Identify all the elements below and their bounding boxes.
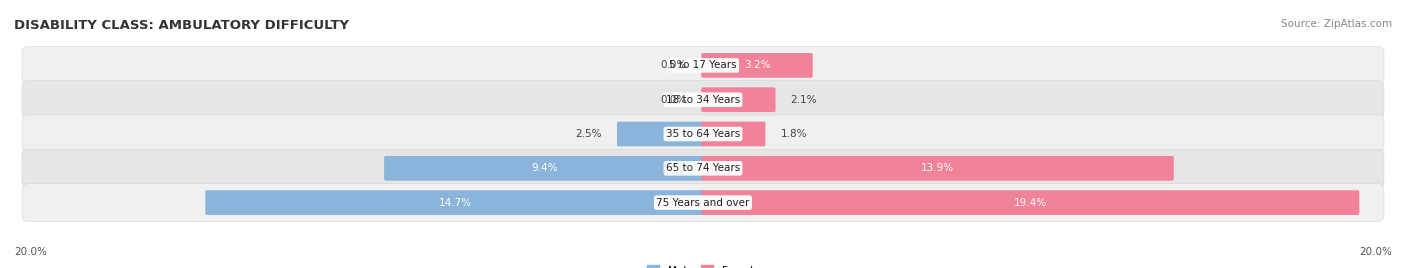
Text: 13.9%: 13.9%	[921, 163, 955, 173]
FancyBboxPatch shape	[617, 122, 704, 146]
FancyBboxPatch shape	[702, 190, 1360, 215]
FancyBboxPatch shape	[702, 122, 765, 146]
FancyBboxPatch shape	[22, 46, 1384, 84]
FancyBboxPatch shape	[702, 87, 776, 112]
Text: 20.0%: 20.0%	[1360, 247, 1392, 257]
Text: 18 to 34 Years: 18 to 34 Years	[666, 95, 740, 105]
Text: Source: ZipAtlas.com: Source: ZipAtlas.com	[1281, 19, 1392, 29]
FancyBboxPatch shape	[702, 53, 813, 78]
Text: 2.1%: 2.1%	[790, 95, 817, 105]
FancyBboxPatch shape	[384, 156, 704, 181]
Text: 9.4%: 9.4%	[531, 163, 558, 173]
Text: 14.7%: 14.7%	[439, 198, 471, 208]
Legend: Male, Female: Male, Female	[643, 261, 763, 268]
Text: 2.5%: 2.5%	[575, 129, 602, 139]
FancyBboxPatch shape	[22, 81, 1384, 119]
Text: 3.2%: 3.2%	[744, 60, 770, 70]
Text: 20.0%: 20.0%	[14, 247, 46, 257]
Text: 19.4%: 19.4%	[1014, 198, 1047, 208]
Text: 5 to 17 Years: 5 to 17 Years	[669, 60, 737, 70]
Text: 0.0%: 0.0%	[659, 60, 686, 70]
Text: 75 Years and over: 75 Years and over	[657, 198, 749, 208]
FancyBboxPatch shape	[702, 156, 1174, 181]
Text: DISABILITY CLASS: AMBULATORY DIFFICULTY: DISABILITY CLASS: AMBULATORY DIFFICULTY	[14, 19, 349, 32]
Text: 1.8%: 1.8%	[780, 129, 807, 139]
Text: 0.0%: 0.0%	[659, 95, 686, 105]
FancyBboxPatch shape	[22, 184, 1384, 222]
FancyBboxPatch shape	[22, 115, 1384, 153]
FancyBboxPatch shape	[205, 190, 704, 215]
Text: 65 to 74 Years: 65 to 74 Years	[666, 163, 740, 173]
FancyBboxPatch shape	[22, 149, 1384, 187]
Text: 35 to 64 Years: 35 to 64 Years	[666, 129, 740, 139]
